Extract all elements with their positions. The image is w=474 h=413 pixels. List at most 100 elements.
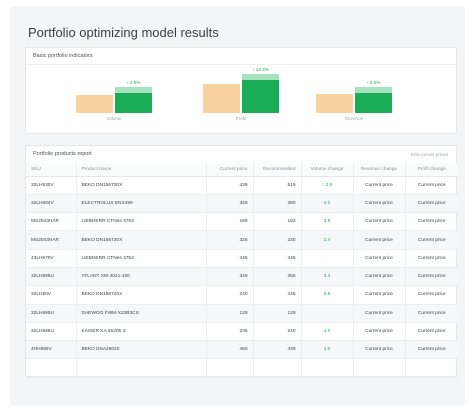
indicator-delta: ↑ 12.3% [252, 67, 269, 72]
indicator-label: Profit [235, 116, 247, 121]
volume-change-cell: - [301, 249, 354, 268]
table-row[interactable]: 32LH595U KAISER KA 65205 S 235 240 4.0 Curren… [26, 322, 458, 342]
table-row[interactable]: 4HH595V BEKO DSA28020 450 439 3.0 Current pri… [26, 340, 458, 360]
current-price-cell: 129 [206, 304, 254, 323]
indicators-card: Basic portfolio indicators ↑ 2.5% Volume ↑… [25, 47, 457, 134]
sku-cell: MS2043HAR [26, 212, 77, 232]
profit-change-cell[interactable]: Current price [405, 340, 458, 360]
products-card-title: Portfolio products report [33, 151, 92, 157]
revenue-change-cell[interactable]: Current price [353, 340, 406, 360]
recommended-price-cell: 240 [253, 322, 302, 342]
revenue-change-cell[interactable]: Current price [353, 249, 406, 268]
table-row[interactable]: 32LH604V ELECTROLUX ENX499 349 360 4.2 Curren… [26, 194, 458, 214]
product-name-cell: BEKO DSA28020 [76, 340, 207, 360]
profit-change-cell[interactable]: Current price [405, 249, 458, 268]
revenue-change-cell[interactable]: Current price [353, 176, 406, 195]
sku-cell: 32LH530V [26, 176, 77, 195]
indicator-delta: ↑ 5.5% [366, 80, 381, 85]
indicator-optimized-bar [242, 80, 279, 113]
indicator-delta: ↑ 2.5% [126, 80, 141, 85]
product-name-cell: KAISER KA 65205 S [76, 322, 207, 342]
profit-change-cell[interactable]: Current price [405, 230, 458, 250]
current-price-cell: 235 [206, 322, 254, 342]
table-row[interactable]: 32LH530V BEKO DN156720X 439 519 ↑ 2.6 Current… [26, 176, 458, 195]
table-row[interactable]: MS2043HAR LIEBHERR CTNes 4753 189 193 3.6 Cur… [26, 212, 458, 232]
current-price-cell: 450 [206, 340, 254, 360]
sku-cell: 4HH595V [26, 340, 77, 360]
profit-change-cell[interactable]: Current price [405, 212, 458, 232]
current-price-cell: 349 [206, 267, 254, 287]
column-header-current-price[interactable]: Current price [206, 163, 254, 177]
sku-cell: 32LH595U [26, 304, 77, 323]
column-header-profit-change[interactable]: Profit change [405, 163, 458, 177]
sku-cell: MS2043HAR [26, 230, 77, 250]
revenue-change-cell[interactable]: Current price [353, 304, 406, 323]
edit-prices-link[interactable]: Edit current prices [410, 152, 448, 157]
recommended-price-cell: 355 [253, 267, 302, 287]
recommended-price-cell: 360 [253, 194, 302, 214]
empty-cell [253, 358, 302, 378]
table-row-empty [26, 358, 458, 378]
column-header-recommended[interactable]: Recommended [253, 163, 302, 177]
current-price-cell: 445 [206, 249, 254, 268]
profit-change-cell[interactable]: Current price [405, 304, 458, 323]
revenue-change-cell[interactable]: Current price [353, 267, 406, 287]
profit-change-cell[interactable]: Current price [405, 176, 458, 195]
product-name-cell: ATLANT XM-4021-100 [76, 267, 207, 287]
table-row[interactable]: 32LH50V BEKO DN156720X 240 245 2.9 Current pr… [26, 285, 458, 305]
revenue-change-cell[interactable]: Current price [353, 322, 406, 342]
indicator-change-bar [115, 87, 152, 93]
products-table-body: 32LH530V BEKO DN156720X 439 519 ↑ 2.6 Current… [26, 176, 458, 378]
table-row[interactable]: 43LH570V LIEBHERR CTNes 4753 445 445- Curren… [26, 249, 458, 268]
volume-change-cell: 3.6 [301, 212, 354, 232]
table-row[interactable]: 32LH595U DAEWOO FWM-X22B3CS 129 129- Current… [26, 304, 458, 323]
column-header-volume-change[interactable]: Volume change [301, 163, 354, 177]
volume-change-cell: 3.0 [301, 340, 354, 360]
current-price-cell: 325 [206, 230, 254, 250]
volume-change-cell: 2.9 [301, 285, 354, 305]
column-header-sku[interactable]: SKU [26, 163, 77, 177]
products-card: Portfolio products report Edit current p… [25, 145, 458, 378]
volume-change-cell: ↑ 2.6 [301, 176, 354, 195]
profit-change-cell[interactable]: Current price [405, 267, 458, 287]
empty-cell [301, 358, 354, 378]
empty-cell [206, 358, 254, 378]
product-name-cell: DAEWOO FWM-X22B3CS [76, 304, 207, 323]
indicator-base-bar [316, 94, 353, 113]
products-table: SKU Product name Current price Recommend… [26, 163, 458, 378]
indicator-base-bar [76, 95, 113, 113]
volume-change-cell: - [301, 304, 354, 323]
product-name-cell: LIEBHERR CTNes 4753 [76, 249, 207, 268]
indicator-label: Revenue [344, 116, 364, 121]
sku-cell: 32LH595U [26, 322, 77, 342]
profit-change-cell[interactable]: Current price [405, 194, 458, 214]
recommended-price-cell: 193 [253, 212, 302, 232]
revenue-change-cell[interactable]: Current price [353, 212, 406, 232]
empty-cell [26, 358, 77, 378]
recommended-price-cell: 330 [253, 230, 302, 250]
recommended-price-cell: 439 [253, 340, 302, 360]
current-price-cell: 189 [206, 212, 254, 232]
volume-change-cell: 4.2 [301, 194, 354, 214]
indicator-optimized-bar [115, 93, 152, 113]
sku-cell: 32LH50V [26, 285, 77, 305]
sku-cell: 32LH604V [26, 194, 77, 214]
recommended-price-cell: 519 [253, 176, 302, 195]
indicator-optimized-bar [355, 93, 392, 113]
indicator-base-bar [203, 84, 240, 113]
recommended-price-cell: 129 [253, 304, 302, 323]
revenue-change-cell[interactable]: Current price [353, 194, 406, 214]
profit-change-cell[interactable]: Current price [405, 322, 458, 342]
empty-cell [405, 358, 458, 378]
product-name-cell: BEKO DN156720X [76, 176, 207, 195]
revenue-change-cell[interactable]: Current price [353, 285, 406, 305]
volume-change-cell: 4.0 [301, 322, 354, 342]
table-row[interactable]: 32LH595U ATLANT XM-4021-100 349 355 3.3 Curre… [26, 267, 458, 287]
revenue-change-cell[interactable]: Current price [353, 230, 406, 250]
sku-cell: 32LH595U [26, 267, 77, 287]
table-row[interactable]: MS2043HAR BEKO DN156720X 325 330 3.4 Current … [26, 230, 458, 250]
profit-change-cell[interactable]: Current price [405, 285, 458, 305]
volume-change-cell: 3.4 [301, 230, 354, 250]
column-header-product-name[interactable]: Product name [76, 163, 207, 177]
column-header-revenue-change[interactable]: Revenue change [353, 163, 406, 177]
